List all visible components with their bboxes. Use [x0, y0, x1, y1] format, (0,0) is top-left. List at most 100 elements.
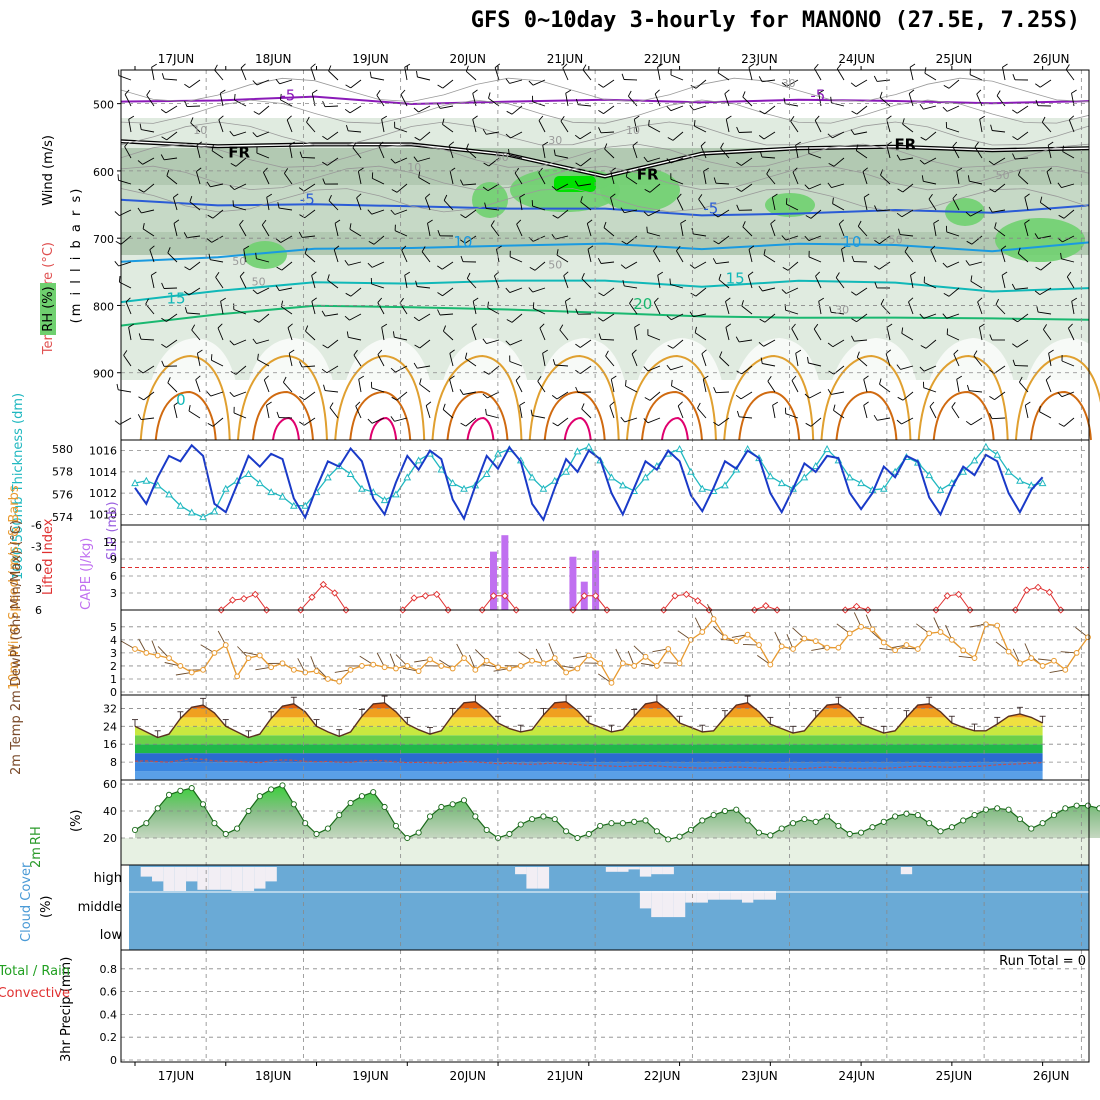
cloud-clear-middle: [741, 891, 754, 903]
date-label-top: 18JUN: [255, 52, 292, 66]
wind-barb-flag: [138, 188, 145, 193]
wind-barb: [1038, 235, 1052, 239]
wind-barb-flag: [128, 323, 134, 328]
wind-barb-flag: [263, 167, 268, 173]
thickness-point: [936, 485, 945, 493]
wind-barb-flag: [795, 141, 801, 146]
wind-barb: [166, 175, 178, 185]
wind-barb-flag: [995, 298, 1000, 305]
wind-barb: [1061, 391, 1075, 398]
wind-barb-flag: [758, 135, 765, 140]
rh-point: [971, 812, 978, 819]
wind-barb-flag: [401, 245, 407, 251]
ytick-li: 3: [35, 583, 42, 596]
wind-barb-flag: [505, 287, 511, 293]
wind-barb-flag: [898, 228, 901, 235]
wind-barb-flag: [482, 338, 487, 344]
wind-barb: [256, 131, 270, 138]
wind-barb: [741, 365, 753, 375]
cloud-clear-high: [617, 867, 629, 872]
wind-barb: [1047, 145, 1052, 159]
wind-barb-flag: [275, 285, 280, 291]
wind-barb: [510, 131, 523, 139]
thickness-point: [380, 496, 389, 504]
wind-barb: [327, 279, 339, 289]
wind-barb-flag: [813, 323, 819, 330]
wind-speed-point: [529, 657, 535, 664]
wind-barb: [886, 145, 891, 159]
li-point: [955, 590, 963, 599]
wind-barb: [325, 390, 339, 393]
wind-barb: [1061, 360, 1075, 367]
ylabel-cape: CAPE (J/kg): [79, 538, 94, 610]
wind-barb: [142, 157, 155, 165]
wind-speed-point: [234, 673, 241, 680]
wind-barb-flag: [345, 84, 351, 89]
cloud-clear-middle: [753, 891, 765, 900]
wind-barb-flag: [465, 143, 469, 150]
rh2m-unit-group: (%): [69, 810, 84, 833]
wind-barb-flag: [392, 331, 395, 338]
isotherm-25: [625, 354, 717, 441]
wind-barb-flag: [298, 231, 303, 238]
wind-speed-point: [268, 664, 275, 671]
temp-band: [135, 771, 1043, 780]
wind-barb: [925, 131, 937, 141]
thickness-point: [460, 484, 468, 492]
wind-barb: [647, 417, 661, 424]
wind-barb-flag: [114, 261, 119, 267]
wind-barb-flag: [161, 317, 167, 322]
date-label-bottom: 26JUN: [1033, 1069, 1070, 1083]
isotherm-25: [139, 354, 231, 441]
wind-barb-flag: [703, 375, 709, 380]
wind-barb: [348, 130, 362, 133]
wind-barb: [876, 209, 891, 212]
wind-barb: [514, 172, 523, 185]
temp-label-group: 2m Temp 2m DewPt (6hr Min/Max) (°C): [9, 520, 24, 775]
wind-label-group: 10m Wind Speed (m/s) & Barbs: [7, 485, 22, 690]
rh-point: [302, 820, 309, 827]
wind-barb-flag: [772, 193, 778, 198]
wind-barb-flag: [197, 349, 203, 354]
wind-barb-flag: [953, 349, 959, 355]
wind-barb-flag: [437, 230, 441, 236]
ytick-precip: 0.2: [100, 1031, 118, 1044]
wind-barb: [280, 99, 293, 107]
thickness-point: [482, 469, 491, 477]
wind-barb-flag: [951, 402, 956, 408]
wind-barb: [856, 150, 868, 159]
wind-barb-flag: [124, 141, 129, 147]
wind-barb-flag: [506, 319, 513, 323]
wind-barb-flag: [609, 401, 615, 407]
wind-barb: [580, 201, 592, 211]
wind-barb: [836, 68, 845, 81]
wind-barb: [923, 180, 937, 185]
wind-barb: [487, 307, 500, 315]
li-point: [943, 592, 951, 600]
wind-barb: [952, 146, 960, 159]
wind-barb: [700, 145, 707, 159]
wind-barb: [818, 301, 822, 315]
wind-barb-flag: [344, 108, 351, 114]
wind-barb-flag: [1024, 193, 1030, 198]
li-point: [319, 580, 327, 589]
wind-barb-flag: [719, 351, 723, 358]
wind-barb-flag: [736, 410, 740, 417]
contour-label: 10: [453, 233, 472, 251]
wind-barb: [810, 209, 822, 219]
wind-speed-point: [619, 660, 626, 667]
li-point: [1034, 583, 1042, 591]
wind-barb: [442, 287, 454, 297]
wind-barb: [542, 145, 546, 159]
rh-point: [710, 812, 717, 819]
ylabel-slp: SLP (mb): [105, 501, 120, 560]
wind-barb: [465, 417, 477, 427]
contour-label: FR: [894, 135, 916, 153]
isotherm-30: [835, 390, 898, 441]
wind-barb: [791, 380, 799, 393]
rh-point: [789, 820, 797, 827]
wind-barb: [533, 235, 546, 242]
wind-barb-flag: [850, 82, 857, 87]
slp-line: [134, 443, 1044, 522]
wind-barb: [739, 339, 753, 343]
